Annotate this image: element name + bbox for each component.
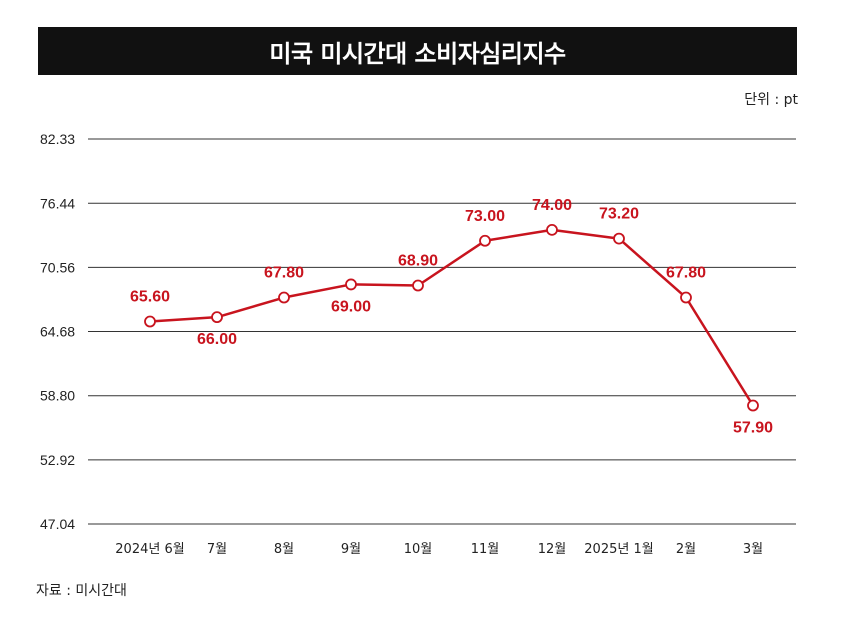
x-tick-label: 3월 [743, 542, 763, 557]
data-label: 74.00 [532, 197, 572, 214]
data-point [613, 232, 625, 245]
data-label: 69.00 [331, 298, 371, 315]
x-tick-label: 9월 [341, 542, 361, 557]
data-point [144, 315, 156, 328]
y-tick-label: 70.56 [40, 259, 75, 275]
chart-title: 미국 미시간대 소비자심리지수 [38, 27, 797, 75]
data-point [546, 223, 558, 236]
x-tick-label: 2025년 1월 [584, 542, 653, 557]
x-tick-label: 12월 [538, 542, 567, 557]
data-point [747, 399, 759, 412]
data-label: 65.60 [130, 289, 170, 306]
data-point [345, 278, 357, 291]
source-label: 자료 : 미시간대 [36, 583, 127, 599]
y-tick-label: 82.33 [40, 131, 75, 147]
data-label: 73.00 [465, 208, 505, 225]
x-tick-label: 7월 [207, 542, 227, 557]
data-label: 68.90 [398, 253, 438, 270]
data-label: 67.80 [666, 265, 706, 282]
data-label: 73.20 [599, 206, 639, 223]
x-tick-label: 8월 [274, 542, 294, 557]
x-tick-label: 10월 [404, 542, 433, 557]
data-point [278, 291, 290, 304]
x-tick-label: 11월 [471, 542, 500, 557]
y-tick-label: 52.92 [40, 452, 75, 468]
x-tick-label: 2024년 6월 [115, 542, 184, 557]
data-point [412, 279, 424, 292]
y-tick-label: 58.80 [40, 388, 75, 404]
data-point [479, 234, 491, 247]
y-tick-label: 47.04 [40, 516, 75, 532]
x-tick-label: 2월 [676, 542, 696, 557]
data-label: 57.90 [733, 420, 773, 437]
y-tick-label: 64.68 [40, 324, 75, 340]
data-point [680, 291, 692, 304]
y-tick-label: 76.44 [40, 195, 75, 211]
data-label: 66.00 [197, 331, 237, 348]
series-line [149, 228, 755, 407]
data-label: 67.80 [264, 265, 304, 282]
data-point [211, 311, 223, 324]
unit-label: 단위 : pt [744, 92, 798, 108]
